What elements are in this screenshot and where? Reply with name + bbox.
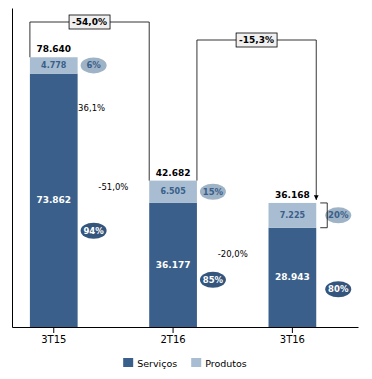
annotation: 36,1% [78,103,105,113]
percent-label: 94% [83,226,104,236]
data-label: 7.225 [280,211,306,220]
legend: Serviços Produtos [123,358,247,369]
percent-ellipse [81,57,107,73]
percent-ellipse [200,272,226,288]
bar [149,181,197,203]
data-label: 36.177 [156,260,191,270]
series-bars [30,57,316,227]
legend-label: Serviços [137,358,177,369]
percent-badge: 6% [81,57,107,73]
legend-swatch [191,358,201,367]
percent-label: 15% [203,187,224,197]
y-axis-line [12,9,13,328]
bar [149,203,197,327]
data-label: 4.778 [41,61,67,70]
change-label: -54,0% [72,17,107,27]
percent-ellipse [325,281,351,297]
labels: 73.862 36.177 28.943 4.778 6.505 7.225 78.640 4… [36,44,351,297]
y-axis [12,9,13,328]
x-tick: 2T16 [160,327,185,345]
annotation: -20,0% [218,249,248,259]
change-box: -15,3% [236,33,277,47]
change-label: -15,3% [239,35,274,45]
x-axis: 3T15 2T16 3T16 [13,327,359,345]
connector [30,22,149,181]
x-axis-line [13,327,359,328]
plot: 73.862 36.177 28.943 4.778 6.505 7.225 78.640 4… [13,9,359,369]
percent-badge: 85% [200,272,226,288]
chart: 73.862 36.177 28.943 4.778 6.505 7.225 78.640 4… [0,0,372,379]
annotations: -54,0% -15,3% -51,0% -20,0% 36,1% [30,15,316,259]
data-label: 73.862 [36,195,71,205]
total-label: 42.682 [156,168,191,178]
legend-swatch [123,358,133,367]
percent-ellipse [200,184,226,200]
series-bars [30,74,316,327]
x-tick-mark [53,327,54,333]
percent-label: 6% [86,60,101,70]
change-box: -54,0% [69,15,110,29]
x-tick-mark [173,327,174,333]
bracket [320,203,327,228]
percent-badge: 20% [325,207,351,223]
x-tick-label: 3T16 [280,334,305,345]
percent-label: 80% [328,284,349,294]
percent-label: 20% [328,210,349,220]
change-box-frame [69,15,110,29]
bar [269,228,317,327]
total-label: 78.640 [36,44,71,54]
percent-badge: 94% [81,223,107,239]
data-label: 28.943 [275,272,310,282]
x-tick-label: 3T15 [41,334,66,345]
data-label: 6.505 [160,187,186,196]
annotation: -51,0% [98,182,128,192]
x-tick-label: 2T16 [160,334,185,345]
bars [30,57,316,327]
percent-badge: 80% [325,281,351,297]
percent-ellipse [81,223,107,239]
legend-item: Serviços [123,358,177,369]
bar [30,74,78,327]
bar [30,57,78,73]
percent-badge: 15% [200,184,226,200]
percent-ellipse [325,207,351,223]
x-tick-mark [292,327,293,333]
connector [197,40,316,200]
total-label: 36.168 [275,190,310,200]
legend-label: Produtos [205,358,247,369]
x-tick: 3T16 [280,327,305,345]
legend-item: Produtos [191,358,247,369]
change-box-frame [236,33,277,47]
percent-label: 85% [203,275,224,285]
x-tick: 3T15 [41,327,66,345]
bar [269,203,317,228]
